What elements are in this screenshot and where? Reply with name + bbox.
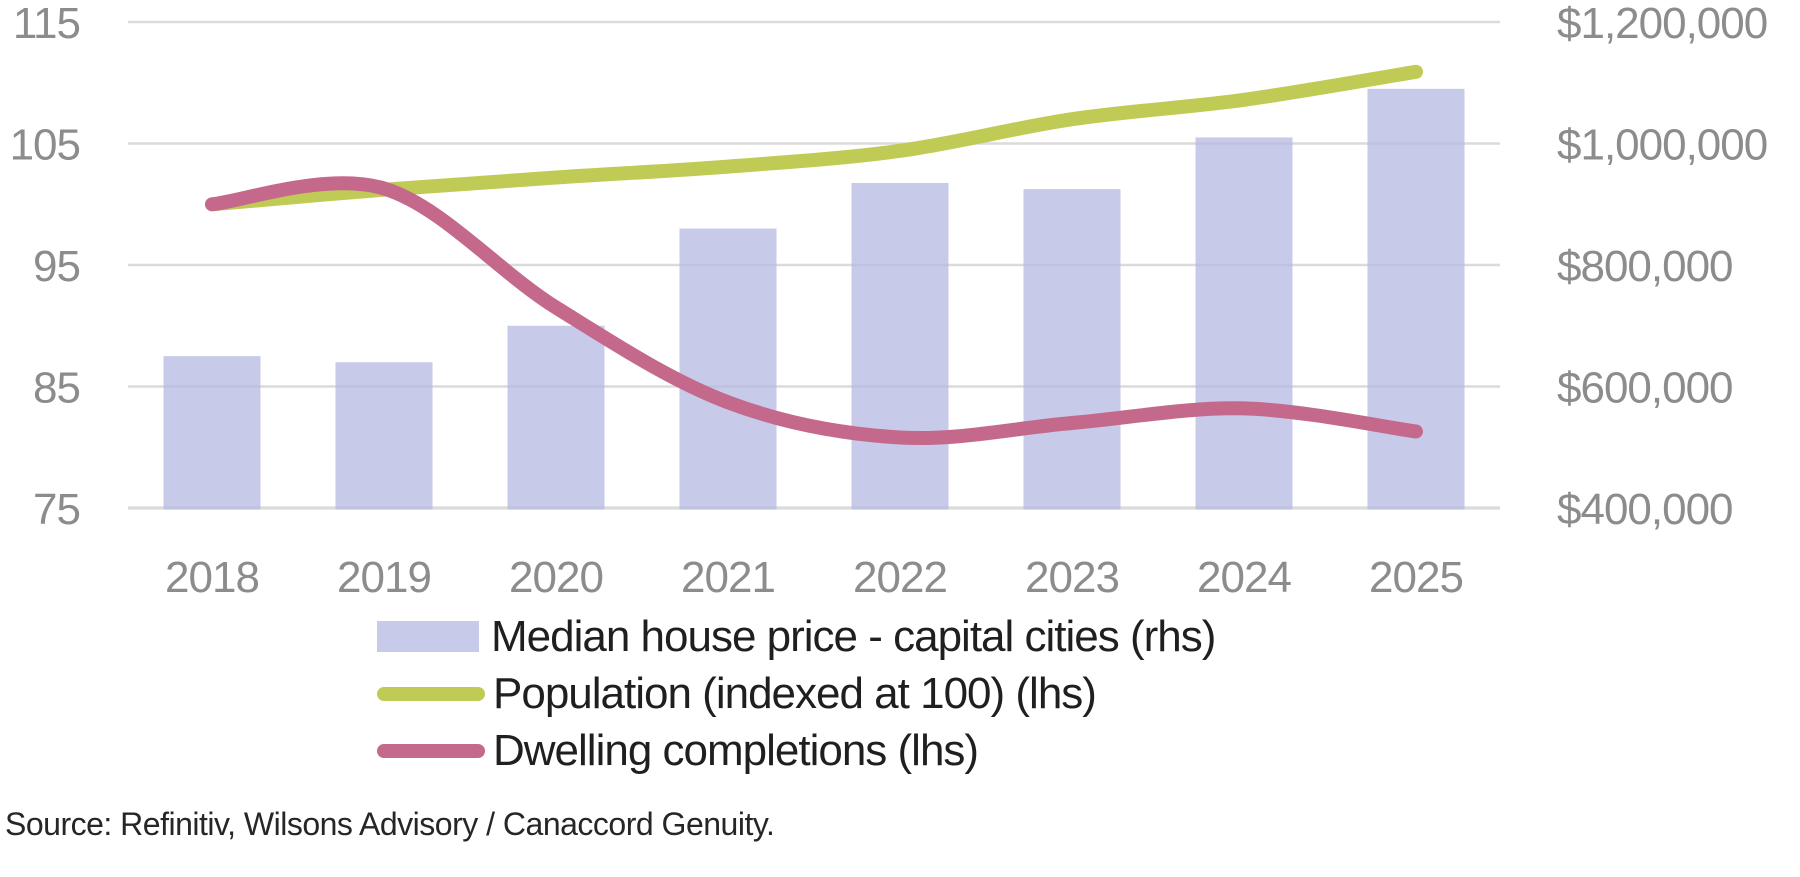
legend-label-dwelling-completions: Dwelling completions (lhs) xyxy=(493,725,979,775)
legend-label-median-house-price: Median house price - capital cities (rhs… xyxy=(491,611,1216,661)
x-axis-label-2024: 2024 xyxy=(1197,553,1291,602)
y-axis-label-right: $800,000 xyxy=(1557,242,1733,291)
x-axis-label-2021: 2021 xyxy=(681,553,775,602)
legend-item-median-house-price: Median house price - capital cities (rhs… xyxy=(377,608,1216,665)
bar-2023 xyxy=(1023,189,1121,510)
y-axis-label-right: $1,000,000 xyxy=(1557,121,1767,170)
bar-2019 xyxy=(335,362,433,510)
y-axis-label-left: 105 xyxy=(10,121,80,170)
x-axis-label-2019: 2019 xyxy=(337,553,431,602)
legend-item-population: Population (indexed at 100) (lhs) xyxy=(377,665,1215,722)
dwelling-completions-line xyxy=(205,176,1423,446)
y-axis-label-left: 85 xyxy=(33,364,80,413)
x-axis-label-2023: 2023 xyxy=(1025,553,1119,602)
bar-2025 xyxy=(1367,88,1465,510)
population-line xyxy=(205,64,1423,212)
x-axis-label-2018: 2018 xyxy=(165,553,259,602)
y-axis-label-right: $400,000 xyxy=(1557,485,1733,534)
legend-swatch-bar xyxy=(377,621,479,652)
bar-2024 xyxy=(1195,137,1293,510)
source-note: Source: Refinitiv, Wilsons Advisory / Ca… xyxy=(5,806,775,842)
bar-2020 xyxy=(507,325,605,510)
y-axis-label-left: 115 xyxy=(13,0,80,48)
bar-2022 xyxy=(851,182,949,510)
y-axis-label-left: 95 xyxy=(33,242,80,291)
bar-2018 xyxy=(163,356,261,510)
x-axis-label-2022: 2022 xyxy=(853,553,947,602)
y-axis-label-right: $1,200,000 xyxy=(1557,0,1767,48)
legend-item-dwelling-completions: Dwelling completions (lhs) xyxy=(377,722,1215,779)
x-axis-label-2025: 2025 xyxy=(1369,553,1463,602)
y-axis-label-left: 75 xyxy=(33,485,80,534)
bar-2021 xyxy=(679,228,777,510)
legend-swatch-population-line xyxy=(377,686,485,701)
x-axis-label-2020: 2020 xyxy=(509,553,603,602)
y-axis-label-right: $600,000 xyxy=(1557,364,1733,413)
legend: Median house price - capital cities (rhs… xyxy=(377,608,1216,779)
legend-label-population: Population (indexed at 100) (lhs) xyxy=(493,668,1097,718)
legend-swatch-dwelling-line xyxy=(377,743,485,758)
